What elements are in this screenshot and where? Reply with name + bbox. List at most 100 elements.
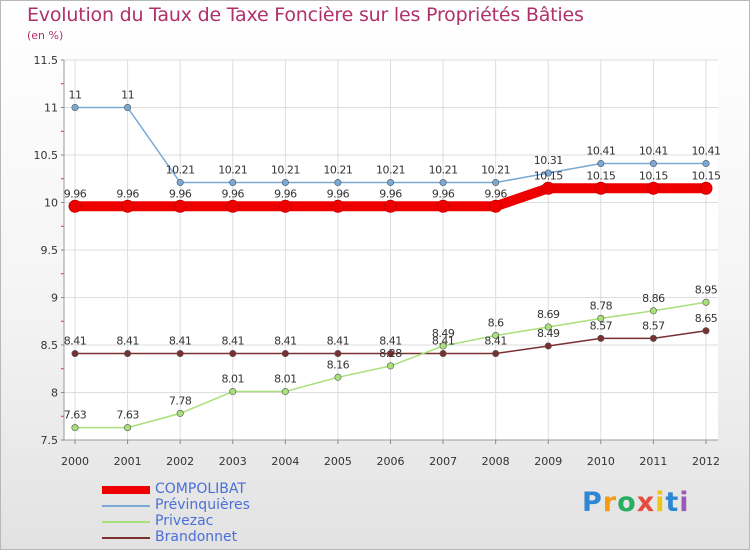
data-label: 10.21	[376, 164, 405, 177]
data-label: 10.21	[271, 164, 300, 177]
data-label: 9.96	[222, 187, 245, 200]
data-point	[649, 160, 657, 168]
data-point	[489, 199, 503, 213]
data-label: 11	[69, 89, 82, 102]
data-label: 8.6	[488, 317, 504, 330]
data-label: 8.69	[537, 308, 560, 321]
data-point	[281, 388, 289, 396]
data-point	[173, 199, 187, 213]
data-point	[121, 199, 135, 213]
data-point	[544, 169, 552, 177]
legend-label: Prévinquières	[155, 497, 250, 513]
data-label: 10.21	[218, 164, 247, 177]
data-label: 9.96	[484, 187, 507, 200]
data-label: 9.96	[64, 187, 87, 200]
data-label: 9.96	[327, 187, 350, 200]
data-label: 8.01	[222, 373, 245, 386]
data-point	[384, 199, 397, 213]
legend-label: COMPOLIBAT	[155, 481, 246, 497]
x-tick-label: 2007	[429, 455, 457, 468]
data-label: 10.15	[534, 169, 563, 182]
y-tick-label: 10	[44, 197, 58, 210]
y-tick-label: 7.5	[41, 434, 59, 447]
data-label: 10.21	[323, 164, 352, 177]
logo-letter: P	[582, 487, 603, 518]
data-point	[124, 104, 132, 112]
data-point	[334, 373, 342, 381]
data-point	[176, 350, 184, 358]
data-point	[281, 179, 289, 187]
data-label: 10.15	[639, 169, 668, 182]
data-label: 8.28	[379, 347, 402, 360]
data-label: 8.41	[327, 335, 350, 348]
data-point	[594, 181, 608, 195]
data-point	[226, 199, 240, 213]
data-label: 9.96	[432, 187, 455, 200]
data-point	[439, 179, 447, 187]
data-point	[544, 323, 552, 331]
legend-swatch	[102, 537, 150, 539]
data-label: 11	[121, 89, 134, 102]
data-label: 8.41	[222, 335, 245, 348]
y-tick-label: 8	[51, 387, 58, 400]
data-label: 8.41	[169, 335, 192, 348]
x-tick-label: 2011	[639, 455, 667, 468]
data-label: 10.41	[586, 145, 615, 158]
x-tick-label: 2010	[587, 455, 615, 468]
data-label: 8.41	[116, 335, 139, 348]
x-tick-label: 2009	[534, 455, 562, 468]
data-label: 8.41	[379, 335, 402, 348]
logo-letter: i	[655, 487, 666, 518]
data-point	[649, 334, 657, 342]
x-tick-label: 2004	[271, 455, 299, 468]
data-point	[541, 181, 555, 195]
data-point	[699, 181, 713, 195]
x-tick-label: 2012	[692, 455, 720, 468]
data-point	[68, 199, 82, 213]
data-label: 9.96	[169, 187, 192, 200]
data-point	[124, 350, 132, 358]
data-label: 9.96	[274, 187, 297, 200]
data-point	[439, 342, 447, 350]
legend-swatch	[102, 486, 150, 494]
data-point	[278, 199, 292, 213]
data-point	[597, 334, 605, 342]
data-point	[646, 181, 660, 195]
data-point	[71, 104, 79, 112]
logo-letter: o	[617, 487, 637, 518]
data-label: 10.31	[534, 154, 563, 167]
data-label: 8.41	[484, 335, 507, 348]
x-tick-label: 2003	[219, 455, 247, 468]
data-point	[229, 179, 237, 187]
proxiti-logo: Proxiti	[582, 487, 690, 518]
data-point	[439, 350, 447, 358]
data-point	[386, 362, 394, 370]
data-label: 8.01	[274, 373, 297, 386]
y-tick-label: 9	[51, 292, 58, 305]
data-point	[544, 342, 552, 350]
x-tick-label: 2005	[324, 455, 352, 468]
y-tick-label: 11	[44, 102, 58, 115]
x-tick-label: 2008	[482, 455, 510, 468]
data-label: 8.49	[537, 327, 560, 340]
x-tick-label: 2000	[61, 455, 89, 468]
logo-letter: t	[665, 487, 680, 518]
data-point	[334, 179, 342, 187]
data-point	[702, 327, 710, 335]
data-point	[492, 179, 500, 187]
data-point	[331, 199, 345, 213]
data-point	[436, 199, 450, 213]
y-tick-label: 10.5	[34, 149, 59, 162]
data-point	[124, 424, 132, 432]
data-point	[386, 350, 394, 358]
data-point	[176, 179, 184, 187]
data-label: 8.41	[274, 335, 297, 348]
x-tick-label: 2006	[377, 455, 405, 468]
data-label: 7.78	[169, 394, 192, 407]
chart-title: Evolution du Taux de Taxe Foncière sur l…	[27, 4, 584, 26]
data-point	[176, 409, 184, 417]
data-point	[492, 331, 500, 339]
data-label: 9.96	[116, 187, 139, 200]
y-tick-label: 11.5	[34, 54, 59, 67]
x-tick-label: 2001	[114, 455, 142, 468]
